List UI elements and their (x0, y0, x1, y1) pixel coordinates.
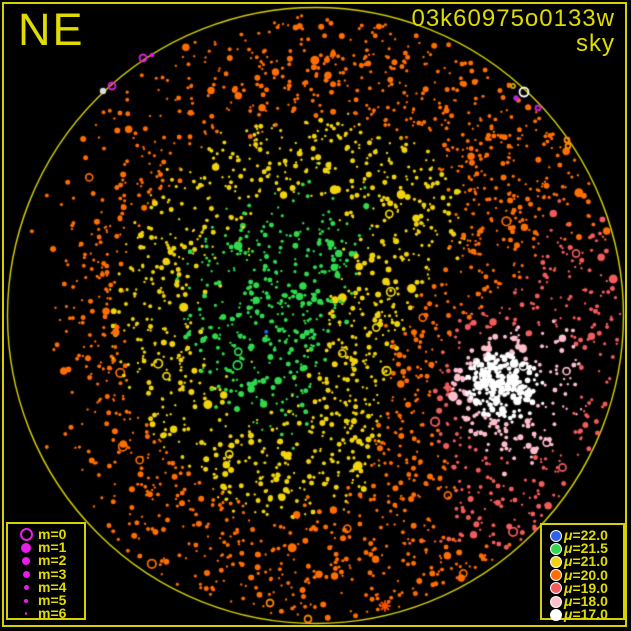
mu-value: =18.0 (572, 593, 608, 610)
legend-row: μ=21.5 (547, 540, 623, 557)
color-swatch-icon (549, 569, 562, 582)
magnitude-marker-icon (19, 528, 33, 542)
marker-cell (547, 608, 564, 621)
mu-symbol: μ (564, 540, 573, 557)
legend-row: m=4 (14, 578, 84, 595)
legend-label: m=2 (38, 552, 67, 569)
legend-row: μ=18.0 (547, 593, 623, 610)
legend-row: m=2 (14, 552, 84, 569)
legend-row: m=6 (14, 605, 84, 622)
marker-cell (14, 598, 38, 603)
legend-label: m=6 (38, 605, 67, 622)
marker-cell (547, 542, 564, 555)
legend-label: μ=21.5 (564, 540, 608, 557)
mu-symbol: μ (564, 527, 573, 544)
color-swatch-icon (549, 582, 562, 595)
plot-title: 03k60975o0133w (411, 5, 615, 32)
mu-symbol: μ (564, 579, 573, 596)
magnitude-marker-icon (23, 584, 29, 590)
legend-label: m=0 (38, 526, 67, 543)
mu-symbol: μ (564, 606, 573, 623)
mu-symbol: μ (564, 566, 573, 583)
mu-value: =20.0 (572, 566, 608, 583)
plot-subtitle: sky (576, 30, 615, 57)
marker-cell (547, 582, 564, 595)
legend-row: μ=20.0 (547, 566, 623, 583)
legend-label: m=5 (38, 592, 67, 609)
color-swatch-icon (549, 595, 562, 608)
legend-row: m=3 (14, 565, 84, 582)
color-swatch-icon (549, 529, 562, 542)
mu-value: =21.5 (572, 540, 608, 557)
legend-label: m=4 (38, 578, 67, 595)
magnitude-legend: m=0 m=1 m=2 m=3 m=4 (6, 522, 86, 620)
title-block: 03k60975o0133w sky (411, 6, 615, 56)
marker-cell (547, 595, 564, 608)
marker-cell (547, 555, 564, 568)
legend-label: μ=18.0 (564, 593, 608, 610)
mu-value: =17.0 (572, 606, 608, 623)
mu-value: =19.0 (572, 579, 608, 596)
legend-label: μ=19.0 (564, 579, 608, 596)
brightness-legend: μ=22.0 μ=21.5 μ=21.0 μ=20.0 μ=19 (540, 523, 625, 623)
mu-value: =22.0 (572, 527, 608, 544)
legend-row: μ=22.0 (547, 527, 623, 544)
legend-row: μ=19.0 (547, 579, 623, 596)
color-swatch-icon (549, 542, 562, 555)
marker-cell (14, 528, 38, 542)
legend-row: m=1 (14, 539, 84, 556)
marker-cell (547, 569, 564, 582)
legend-label: μ=21.0 (564, 553, 608, 570)
magnitude-marker-icon (24, 598, 28, 603)
color-swatch-icon (549, 608, 562, 621)
magnitude-marker-icon (21, 556, 31, 566)
mu-symbol: μ (564, 593, 573, 610)
legend-label: m=1 (38, 539, 67, 556)
mu-symbol: μ (564, 553, 573, 570)
magnitude-marker-icon (24, 612, 28, 615)
legend-row: m=5 (14, 592, 84, 609)
legend-row: μ=17.0 (547, 606, 623, 623)
marker-cell (14, 584, 38, 590)
legend-label: μ=22.0 (564, 527, 608, 544)
legend-row: μ=21.0 (547, 553, 623, 570)
legend-label: μ=20.0 (564, 566, 608, 583)
marker-cell (14, 542, 38, 553)
marker-cell (547, 529, 564, 542)
marker-cell (14, 556, 38, 566)
color-swatch-icon (549, 555, 562, 568)
mu-value: =21.0 (572, 553, 608, 570)
legend-row: m=0 (14, 526, 84, 543)
legend-label: m=3 (38, 565, 67, 582)
marker-cell (14, 570, 38, 578)
magnitude-marker-icon (21, 542, 31, 553)
orientation-label: NE (18, 4, 85, 55)
legend-label: μ=17.0 (564, 606, 608, 623)
marker-cell (14, 612, 38, 615)
magnitude-marker-icon (22, 570, 30, 578)
